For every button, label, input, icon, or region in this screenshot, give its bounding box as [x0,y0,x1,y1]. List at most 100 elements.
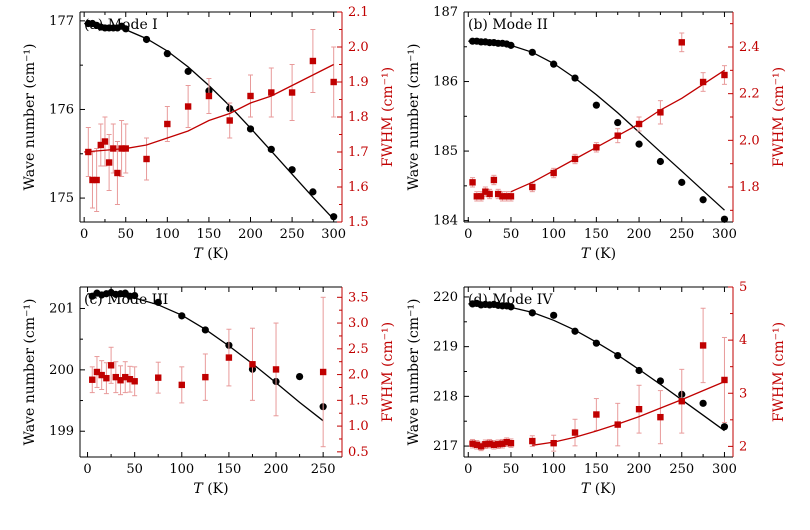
data-point [571,429,579,436]
y-tick-label: 200 [49,363,74,378]
data-point [114,169,121,177]
y2-tick-label: 1.0 [348,419,369,434]
x-tick-label: 0 [83,462,91,477]
y2-tick-label: 2.1 [348,5,369,20]
data-point [699,78,707,86]
data-point [499,440,506,447]
data-point [97,141,104,149]
x-tick-label: 150 [197,227,222,242]
data-point [656,157,665,166]
y-tick-label: 217 [433,439,458,454]
y2-tick-label: 1.8 [348,110,369,125]
data-point [486,440,493,447]
x-axis-label: T (K) [581,481,616,497]
data-point [550,169,557,177]
x-tick-label: 200 [627,462,652,477]
series-fwhm [469,307,728,452]
panel-mode-i: 0 50 100 150 200 250 300 175 176 177 1.5 1.6 1.7 1.8 1… [22,5,396,262]
y2-tick-label: 2.2 [739,87,760,102]
series-wave-number [84,19,338,221]
fit-line [532,381,725,446]
y-axis-label: Wave number (cm⁻¹) [22,44,38,191]
data-point [107,362,115,369]
data-point [503,438,510,446]
data-point [93,368,101,376]
series-fwhm-fit [510,69,725,193]
x-tick-label: 100 [541,227,566,242]
x-tick-label: 250 [311,462,336,477]
x-tick-label: 150 [216,462,241,477]
data-point [720,215,729,223]
y2-tick-label: 2.5 [348,342,369,357]
series-wave-number [468,37,729,223]
y2-tick-label: 1.5 [348,215,369,230]
data-point [267,145,275,153]
x-axis-label-unit: (K) [590,246,616,262]
data-point [699,196,707,204]
data-point [143,155,150,163]
y-tick-label: 201 [49,301,74,316]
y2-tick-label: 2.0 [348,368,369,383]
x-axis-label: T (K) [581,246,616,262]
y2-tick-label: 1.5 [348,393,369,408]
data-point [507,193,515,200]
data-point [494,441,502,448]
data-point [184,67,192,75]
data-point [614,118,622,127]
data-point [593,411,600,418]
x-tick-label: 0 [80,227,88,242]
series-fwhm [469,32,728,202]
data-point [112,373,120,381]
data-point [225,354,233,361]
data-point [529,183,536,191]
data-point [482,188,489,195]
y2-tick-label: 5 [739,280,747,295]
x-axis-label: T (K) [193,481,228,497]
data-point [319,368,327,376]
data-point [720,423,729,431]
y2-tick-label: 2.0 [348,40,369,55]
data-point [178,381,185,389]
y-axis-label: Wave number (cm⁻¹) [406,299,422,446]
x-axis-label-symbol: T [193,246,204,262]
x-tick-label: 50 [126,462,143,477]
data-point [550,439,557,447]
data-point [678,39,685,46]
x-tick-label: 300 [712,462,737,477]
y-tick-label: 186 [433,75,458,90]
x-tick-label: 200 [627,227,652,242]
x-tick-label: 200 [264,462,289,477]
x-axis-label: T (K) [193,246,228,262]
y2-tick-label: 3.0 [348,316,369,331]
data-point [184,103,192,110]
x-tick-label: 150 [584,462,609,477]
data-point [105,159,113,166]
data-point [89,376,96,383]
fit-line [468,40,725,211]
x-axis-label-unit: (K) [590,481,616,497]
x-tick-label: 250 [280,227,305,242]
data-point [131,378,138,385]
data-point [247,92,254,100]
data-point [529,437,536,445]
data-point [507,439,515,447]
y-tick-label: 199 [49,424,74,439]
y-tick-label: 218 [433,389,458,404]
y2-tick-label: 1.8 [739,180,760,195]
data-point [503,193,510,200]
y-tick-label: 184 [433,214,458,229]
data-point [473,193,481,200]
data-point [202,373,209,381]
series-wave-number-fit [468,40,725,211]
y2-tick-label: 1.9 [348,75,369,90]
data-point [494,190,502,198]
y-tick-label: 177 [49,14,74,29]
data-point [469,440,476,447]
y2-tick-label: 4 [739,333,747,348]
y-tick-label: 220 [433,290,458,305]
data-point [330,78,337,86]
series-fwhm [89,296,327,448]
x-axis-label-unit: (K) [203,481,229,497]
data-point [635,405,643,413]
